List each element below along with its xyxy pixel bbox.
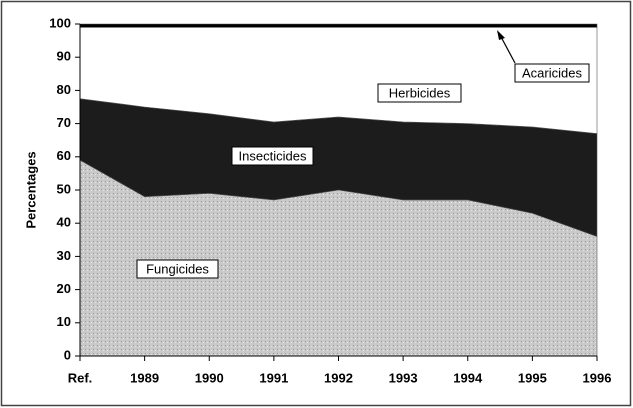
series-label: Insecticides [239, 148, 307, 163]
x-tick-label: 1990 [195, 370, 224, 385]
y-tick-label: 70 [57, 115, 71, 130]
y-tick-label: 10 [57, 314, 71, 329]
series-label: Fungicides [146, 261, 209, 276]
x-tick-label: 1992 [324, 370, 353, 385]
series-label: Herbicides [389, 85, 451, 100]
arrow-shaft [499, 34, 516, 64]
series-label-box [231, 146, 314, 166]
x-tick-label: 1995 [518, 370, 547, 385]
x-tick-label: 1994 [453, 370, 483, 385]
series-label: Acaricides [522, 65, 582, 80]
series-label-box [514, 63, 590, 83]
y-tick-label: 60 [57, 148, 71, 163]
x-tick-label: 1993 [389, 370, 418, 385]
area [79, 23, 598, 28]
y-axis-label: Percentages [23, 151, 38, 228]
series-label-box [136, 259, 219, 279]
x-tick-label: 1996 [583, 370, 612, 385]
y-tick-label: 30 [57, 248, 71, 263]
x-tick-label: Ref. [68, 370, 93, 385]
y-tick-label: 50 [57, 181, 71, 196]
x-tick-label: 1989 [130, 370, 159, 385]
y-tick-label: 90 [57, 49, 71, 64]
y-tick-label: 100 [49, 15, 71, 30]
series-label-box [377, 83, 462, 103]
y-tick-label: 40 [57, 215, 71, 230]
y-tick-label: 20 [57, 281, 71, 296]
y-tick-label: 80 [57, 82, 71, 97]
y-tick-label: 0 [64, 347, 71, 362]
x-tick-label: 1991 [259, 370, 288, 385]
arrow-head [497, 30, 505, 40]
